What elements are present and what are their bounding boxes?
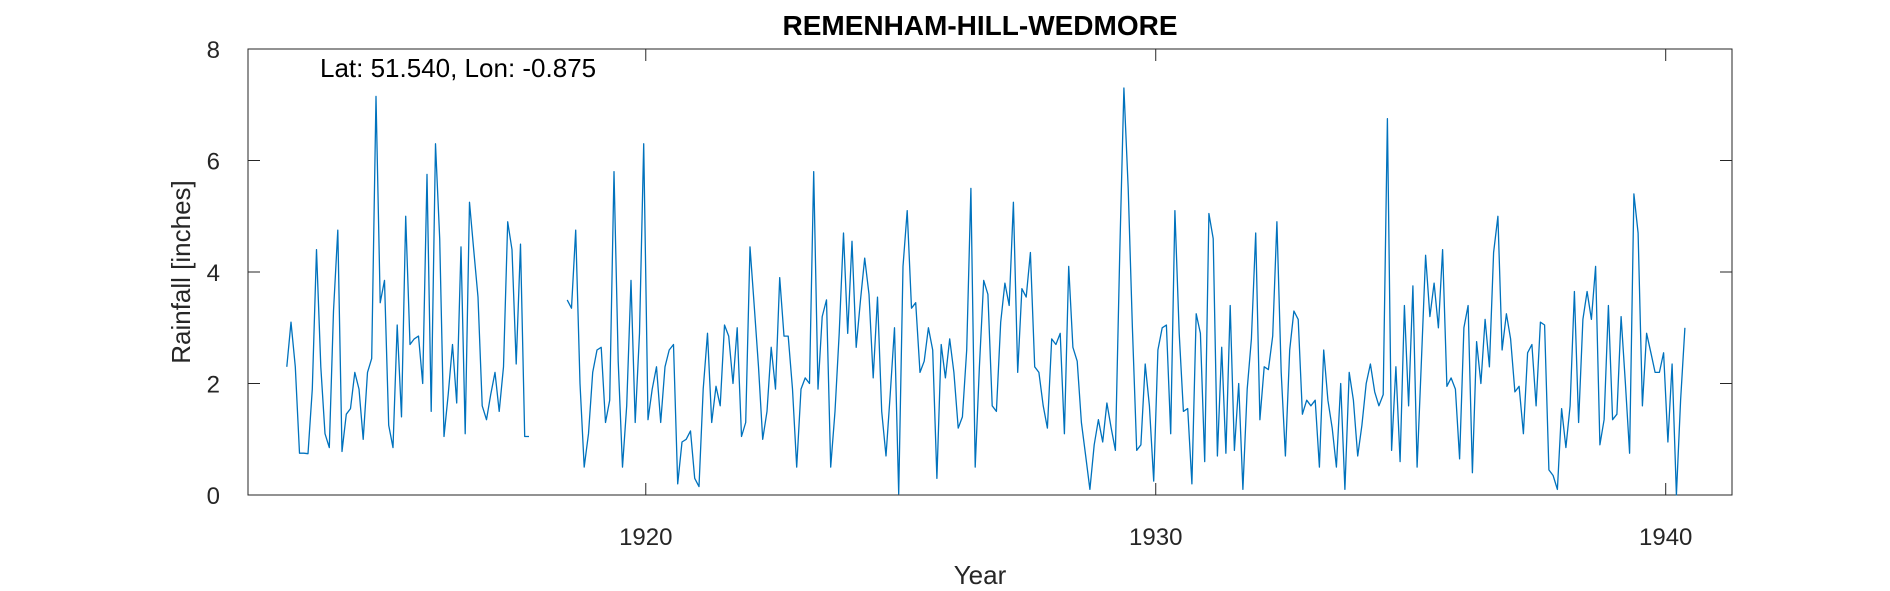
chart-title: REMENHAM-HILL-WEDMORE <box>782 10 1177 41</box>
location-annotation: Lat: 51.540, Lon: -0.875 <box>320 53 596 83</box>
axis-ticks: 1920 1930 1940 0 2 4 6 8 <box>207 37 1732 551</box>
series-line-segment-1 <box>566 87 1686 496</box>
x-tick-label-1: 1930 <box>1129 524 1182 551</box>
y-tick-label-0: 0 <box>207 483 220 510</box>
y-tick-label-2: 4 <box>207 260 220 287</box>
plot-area <box>247 48 1733 496</box>
x-tick-label-2: 1940 <box>1639 524 1692 551</box>
series-line-segment-0 <box>286 95 529 455</box>
y-axis-label: Rainfall [inches] <box>166 180 196 364</box>
x-axis-label: Year <box>954 560 1007 590</box>
y-tick-label-1: 2 <box>207 372 220 399</box>
series-lines <box>286 87 1686 496</box>
x-tick-label-0: 1920 <box>619 524 672 551</box>
y-tick-label-3: 6 <box>207 149 220 176</box>
y-tick-label-4: 8 <box>207 37 220 64</box>
